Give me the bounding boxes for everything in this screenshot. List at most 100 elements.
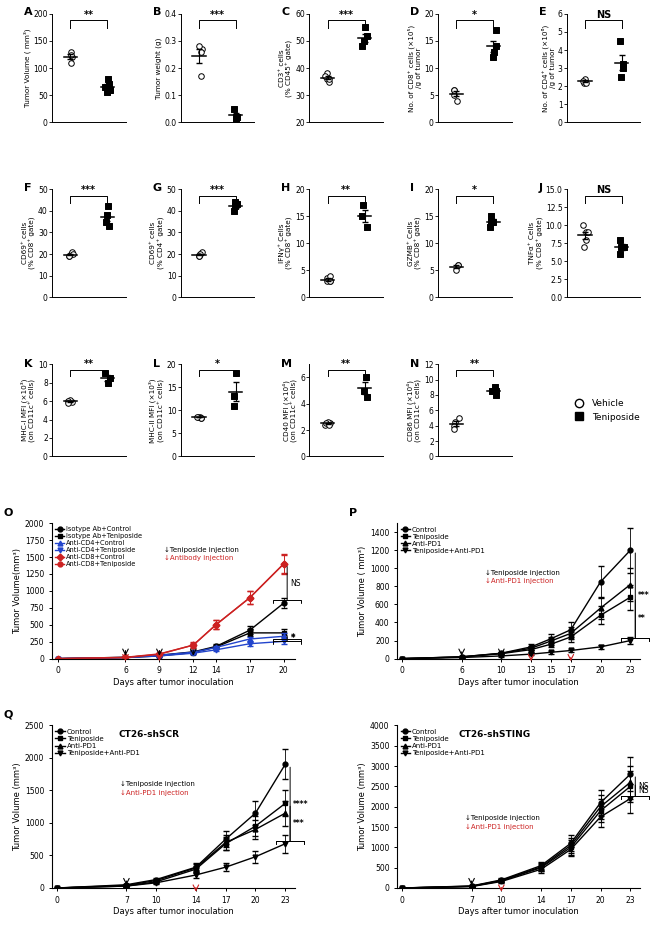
Anti-PD1 bbox=[497, 648, 505, 659]
Point bbox=[491, 39, 501, 54]
Anti-PD1 bbox=[152, 875, 160, 886]
Teniposide bbox=[152, 876, 160, 887]
Anti-CD8+Control bbox=[122, 652, 129, 663]
Text: F: F bbox=[24, 182, 32, 192]
Point bbox=[619, 240, 630, 254]
Text: CT26-shSTING: CT26-shSTING bbox=[458, 730, 530, 739]
Y-axis label: No. of CD8⁺ cells (×10⁵)
/g of tumor: No. of CD8⁺ cells (×10⁵) /g of tumor bbox=[408, 24, 422, 112]
Anti-CD8+Teniposide bbox=[280, 558, 288, 569]
Teniposide+Anti-PD1 bbox=[537, 864, 545, 875]
Point bbox=[320, 417, 331, 432]
Control bbox=[537, 860, 545, 871]
Point bbox=[359, 20, 370, 35]
Point bbox=[229, 204, 239, 218]
Point bbox=[66, 47, 76, 62]
Point bbox=[105, 371, 115, 386]
Line: Teniposide+Anti-PD1: Teniposide+Anti-PD1 bbox=[400, 796, 632, 891]
Control bbox=[627, 545, 634, 556]
Point bbox=[616, 69, 626, 84]
Line: Control: Control bbox=[400, 771, 632, 891]
Anti-CD4+Control bbox=[246, 634, 254, 645]
Point bbox=[324, 417, 334, 432]
Point bbox=[616, 240, 627, 254]
Text: H: H bbox=[281, 182, 291, 192]
Anti-CD8+Control bbox=[212, 619, 220, 630]
Line: Isotype Ab+Control: Isotype Ab+Control bbox=[55, 600, 286, 661]
Anti-PD1 bbox=[252, 824, 259, 835]
Point bbox=[230, 199, 240, 214]
Anti-PD1 bbox=[53, 882, 61, 894]
Point bbox=[324, 71, 334, 86]
Point bbox=[454, 411, 464, 426]
Isotype Ab+Teniposide bbox=[212, 642, 220, 653]
Text: **: ** bbox=[341, 359, 351, 369]
Line: Teniposide+Anti-PD1: Teniposide+Anti-PD1 bbox=[55, 842, 287, 891]
Point bbox=[196, 411, 207, 426]
Point bbox=[231, 366, 241, 381]
Point bbox=[451, 263, 462, 278]
Isotype Ab+Control bbox=[155, 649, 163, 660]
Anti-CD4+Teniposide bbox=[155, 650, 163, 661]
Point bbox=[232, 109, 242, 124]
Point bbox=[582, 225, 593, 240]
Isotype Ab+Teniposide bbox=[189, 647, 197, 658]
Line: Anti-CD8+Control: Anti-CD8+Control bbox=[55, 561, 286, 661]
Anti-PD1 bbox=[281, 808, 289, 819]
Point bbox=[103, 376, 113, 390]
Point bbox=[618, 57, 629, 72]
Teniposide bbox=[252, 820, 259, 832]
Anti-CD8+Teniposide bbox=[54, 653, 62, 664]
Text: G: G bbox=[153, 182, 162, 192]
Point bbox=[325, 416, 335, 431]
Point bbox=[64, 249, 74, 264]
Point bbox=[195, 247, 205, 262]
Point bbox=[66, 56, 76, 70]
Anti-PD1 bbox=[597, 801, 604, 812]
Anti-PD1 bbox=[627, 579, 634, 590]
Point bbox=[491, 384, 501, 399]
Teniposide bbox=[398, 653, 406, 664]
Teniposide bbox=[497, 648, 505, 660]
Point bbox=[449, 82, 460, 97]
Text: NS: NS bbox=[638, 786, 649, 795]
Point bbox=[101, 215, 111, 229]
Text: ↓Teniposide injection: ↓Teniposide injection bbox=[465, 815, 540, 820]
Anti-CD4+Control bbox=[280, 631, 288, 642]
Point bbox=[196, 411, 206, 426]
Teniposide bbox=[627, 592, 634, 603]
Point bbox=[64, 394, 75, 409]
Point bbox=[196, 68, 206, 83]
Anti-PD1 bbox=[497, 875, 505, 886]
Control bbox=[122, 879, 130, 890]
Point bbox=[230, 109, 240, 124]
Text: L: L bbox=[153, 359, 160, 369]
Isotype Ab+Control bbox=[122, 652, 129, 663]
Y-axis label: MHC-II MFI (×10³)
(on CD11c⁺ cells): MHC-II MFI (×10³) (on CD11c⁺ cells) bbox=[149, 378, 165, 442]
Anti-CD4+Teniposide bbox=[54, 653, 62, 664]
Control bbox=[252, 808, 259, 819]
Point bbox=[320, 416, 331, 431]
Point bbox=[192, 410, 203, 425]
Point bbox=[578, 217, 588, 232]
Text: ↓Teniposide injection: ↓Teniposide injection bbox=[485, 570, 560, 575]
Anti-PD1 bbox=[192, 862, 200, 873]
Anti-PD1 bbox=[567, 628, 575, 639]
Text: ***: *** bbox=[638, 591, 650, 600]
Point bbox=[322, 71, 333, 86]
Y-axis label: Tumor Volume ( mm³): Tumor Volume ( mm³) bbox=[24, 29, 31, 107]
Y-axis label: Tumor Volume (mm³): Tumor Volume (mm³) bbox=[358, 762, 367, 851]
Teniposide bbox=[537, 862, 545, 873]
Legend: Control, Teniposide, Anti-PD1, Teniposide+Anti-PD1: Control, Teniposide, Anti-PD1, Teniposid… bbox=[398, 726, 488, 758]
Text: O: O bbox=[3, 509, 13, 518]
Control bbox=[527, 641, 535, 652]
Legend: Isotype Ab+Control, Isotype Ab+Teniposide, Anti-CD4+Control, Anti-CD4+Teniposide: Isotype Ab+Control, Isotype Ab+Teniposid… bbox=[53, 524, 145, 570]
Teniposide+Anti-PD1 bbox=[222, 861, 229, 872]
Point bbox=[362, 28, 372, 43]
Text: ***: *** bbox=[210, 185, 225, 195]
Control bbox=[497, 648, 505, 659]
X-axis label: Days after tumor inoculation: Days after tumor inoculation bbox=[113, 678, 234, 687]
Anti-PD1 bbox=[597, 602, 604, 613]
X-axis label: Days after tumor inoculation: Days after tumor inoculation bbox=[458, 907, 579, 917]
Point bbox=[485, 219, 495, 234]
Anti-PD1 bbox=[122, 880, 130, 891]
